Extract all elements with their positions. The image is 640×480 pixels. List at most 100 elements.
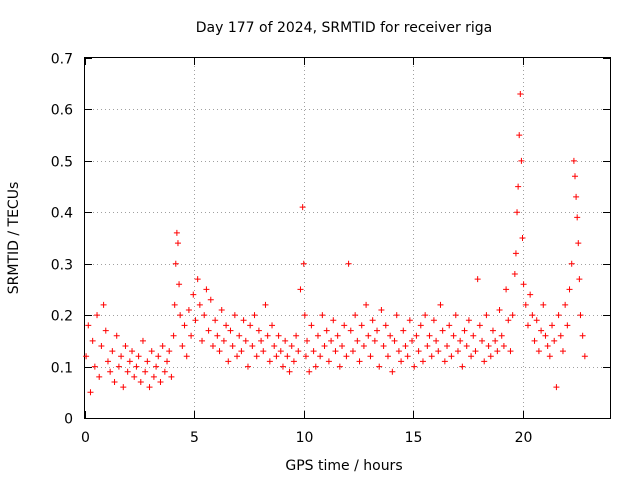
data-point: [310, 348, 317, 355]
data-point: [345, 260, 352, 267]
data-point: [424, 343, 431, 349]
data-point: [122, 343, 129, 349]
data-point: [343, 353, 350, 360]
data-point: [511, 271, 518, 277]
data-point: [452, 312, 459, 319]
data-point: [238, 348, 245, 355]
data-point: [146, 384, 153, 391]
data-point: [347, 327, 354, 334]
data-point: [474, 276, 481, 283]
data-point: [120, 384, 127, 391]
data-point: [527, 291, 534, 298]
data-point: [492, 337, 499, 344]
data-point: [171, 301, 178, 308]
data-point: [363, 301, 370, 308]
data-point: [94, 312, 101, 319]
data-point: [503, 286, 510, 293]
data-point: [444, 343, 451, 349]
data-point: [470, 332, 477, 339]
data-point: [279, 363, 286, 370]
data-point: [422, 312, 429, 319]
data-point: [479, 337, 486, 344]
data-point: [428, 353, 435, 360]
data-point: [297, 286, 304, 293]
data-point: [104, 358, 111, 365]
data-point: [538, 327, 545, 334]
y-tick-label: 0.5: [51, 155, 73, 171]
data-point: [194, 276, 201, 283]
data-point: [531, 337, 538, 344]
data-point: [266, 358, 273, 365]
data-point: [463, 343, 470, 349]
data-point: [91, 363, 98, 370]
data-point: [577, 312, 584, 319]
data-point: [100, 301, 107, 308]
x-tick-label: 10: [296, 430, 314, 446]
data-point: [551, 337, 558, 344]
data-point: [273, 353, 280, 360]
data-point: [349, 348, 356, 355]
data-point: [277, 348, 284, 355]
data-point: [153, 363, 160, 370]
data-point: [435, 348, 442, 355]
data-point: [559, 348, 566, 355]
data-point: [308, 322, 315, 329]
data-point: [159, 343, 166, 349]
data-point: [212, 317, 219, 324]
data-point: [454, 348, 461, 355]
data-point: [144, 358, 151, 365]
data-point: [173, 229, 180, 236]
data-point: [231, 312, 238, 319]
data-point: [334, 332, 341, 339]
data-point: [258, 337, 265, 344]
y-tick-label: 0.1: [51, 361, 73, 377]
data-point: [514, 209, 521, 216]
data-point: [387, 332, 394, 339]
data-point: [481, 358, 488, 365]
data-point: [312, 363, 319, 370]
data-point: [402, 343, 409, 349]
data-point: [295, 348, 302, 355]
data-point: [376, 363, 383, 370]
data-point: [575, 240, 582, 247]
data-point: [293, 332, 300, 339]
data-point: [181, 322, 188, 329]
data-point: [113, 332, 120, 339]
data-point: [382, 322, 389, 329]
x-tick-label: 20: [515, 430, 533, 446]
data-point: [570, 157, 577, 164]
data-point: [176, 281, 183, 288]
y-axis-label: SRMTID / TECUs: [6, 182, 22, 295]
data-point: [255, 327, 262, 334]
data-point: [142, 368, 149, 375]
data-point: [417, 322, 424, 329]
data-point: [87, 389, 94, 396]
data-point: [249, 343, 256, 349]
data-point: [557, 332, 564, 339]
data-point: [341, 322, 348, 329]
data-point: [555, 312, 562, 319]
data-point: [190, 291, 197, 298]
data-point: [542, 332, 549, 339]
data-point: [286, 368, 293, 375]
data-point: [430, 317, 437, 324]
data-point: [89, 337, 96, 344]
data-point: [157, 379, 164, 385]
data-point: [441, 358, 448, 365]
data-point: [179, 343, 186, 349]
grid-lines: [85, 58, 610, 418]
data-point: [139, 337, 146, 344]
data-point: [457, 337, 464, 344]
data-point: [365, 332, 372, 339]
data-point: [472, 348, 479, 355]
data-point: [185, 307, 192, 313]
data-point: [314, 332, 321, 339]
data-point: [96, 373, 103, 380]
data-point: [512, 250, 519, 257]
data-point: [437, 301, 444, 308]
data-point: [168, 373, 175, 380]
data-point: [522, 301, 529, 308]
data-point: [439, 327, 446, 334]
x-tick-label: 0: [81, 430, 90, 446]
